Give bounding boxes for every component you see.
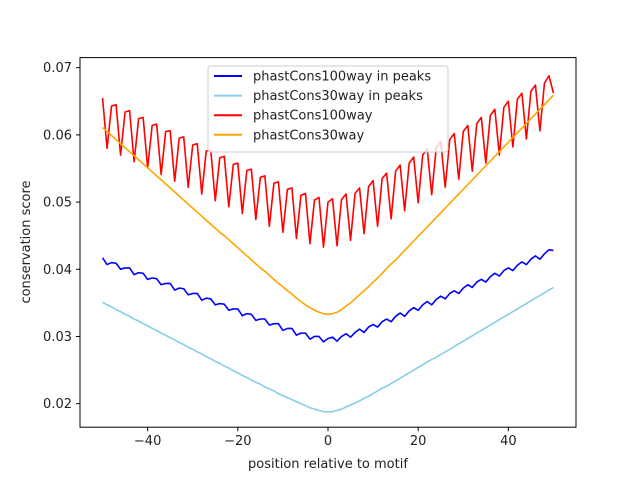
y-tick-label: 0.07 xyxy=(43,61,72,76)
legend-label: phastCons30way in peaks xyxy=(253,89,423,104)
y-tick-label: 0.05 xyxy=(43,196,72,211)
y-axis-label: conservation score xyxy=(19,180,34,303)
legend-box xyxy=(207,65,449,153)
x-tick-label: −20 xyxy=(224,434,251,449)
x-tick-label: −40 xyxy=(134,434,161,449)
legend-label: phastCons100way in peaks xyxy=(253,70,431,85)
x-tick-label: 40 xyxy=(500,434,517,449)
series-line-phastcons100way-in-peaks xyxy=(101,248,554,343)
series-line-phastcons30way xyxy=(102,94,555,316)
legend-label: phastCons100way xyxy=(253,109,373,124)
legend-label: phastCons30way xyxy=(253,128,365,143)
x-axis: −40 −20 0 20 40 xyxy=(134,427,517,449)
x-axis-label: position relative to motif xyxy=(248,457,408,472)
y-tick-label: 0.02 xyxy=(43,397,72,412)
x-tick-label: 20 xyxy=(410,434,427,449)
series-layer xyxy=(101,74,555,413)
y-tick-label: 0.06 xyxy=(43,128,72,143)
legend: phastCons100way in peaks phastCons30way i… xyxy=(207,65,449,153)
y-tick-label: 0.04 xyxy=(43,263,72,278)
series-line-phastcons100way xyxy=(101,74,555,248)
x-tick-label: 0 xyxy=(324,434,332,449)
y-axis: 0.02 0.03 0.04 0.05 0.06 0.07 xyxy=(43,61,80,412)
series-line-phastcons30way-in-peaks xyxy=(102,286,554,413)
y-tick-label: 0.03 xyxy=(43,330,72,345)
